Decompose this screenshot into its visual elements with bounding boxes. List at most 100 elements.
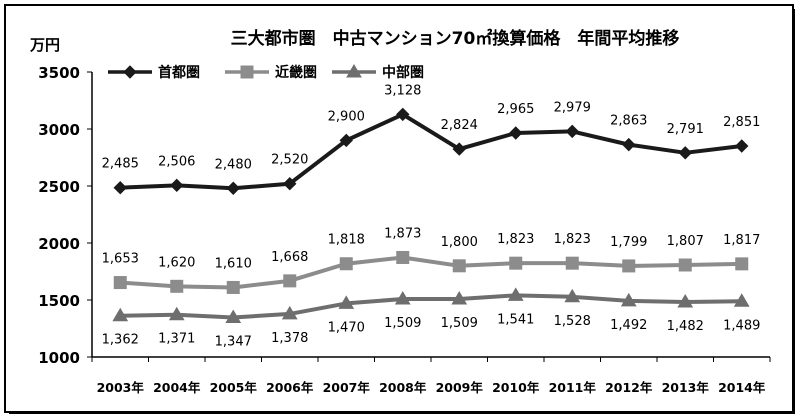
data-label: 2,900 — [328, 109, 365, 124]
y-tick-label: 1000 — [38, 349, 80, 367]
data-point-marker — [733, 293, 750, 307]
data-label: 2,520 — [271, 153, 308, 168]
y-tick-label: 3500 — [38, 64, 80, 82]
legend-item: 中部圏 — [332, 64, 424, 81]
data-label: 1,470 — [328, 320, 365, 335]
data-label: 2,480 — [215, 157, 252, 172]
x-tick-label: 2006年 — [266, 380, 314, 395]
data-label: 1,347 — [215, 334, 252, 349]
data-point-marker — [507, 287, 524, 301]
series-2: 1,362 1,371 1,347 1,378 1,470 1,509 1,509 1,541… — [102, 287, 760, 349]
data-point-marker — [678, 258, 692, 272]
data-point-marker — [396, 107, 410, 122]
data-point-marker — [225, 309, 242, 323]
data-point-marker — [339, 133, 353, 148]
data-label: 1,362 — [102, 333, 139, 348]
series-layer: 2,485 2,506 2,480 2,520 2,900 3,128 2,824 2,965… — [102, 83, 761, 349]
data-point-marker — [564, 288, 581, 303]
data-point-marker — [735, 257, 749, 271]
data-point-marker — [394, 290, 411, 305]
data-point-marker — [677, 294, 694, 308]
y-tick-label: 2000 — [38, 235, 80, 253]
data-point-marker — [226, 280, 240, 294]
data-label: 2,485 — [102, 157, 139, 172]
data-label: 2,863 — [610, 114, 647, 129]
x-tick-label: 2007年 — [323, 380, 371, 395]
data-point-marker — [452, 142, 466, 156]
x-tick-label: 2004年 — [153, 380, 201, 395]
data-label: 1,509 — [384, 316, 421, 331]
data-label: 1,492 — [610, 318, 647, 333]
data-label: 1,799 — [610, 235, 647, 250]
data-label: 1,482 — [667, 319, 704, 334]
data-point-marker — [113, 276, 127, 290]
data-label: 1,541 — [497, 312, 534, 327]
data-label: 1,620 — [158, 255, 195, 270]
data-label: 2,791 — [667, 122, 704, 137]
series-line — [120, 112, 742, 191]
data-point-marker — [283, 274, 297, 288]
data-label: 1,509 — [441, 316, 478, 331]
data-label: 1,823 — [554, 232, 591, 247]
series-line — [120, 293, 742, 320]
data-label: 2,965 — [497, 102, 534, 117]
x-tick-label: 2005年 — [210, 380, 258, 395]
y-tick-label: 1500 — [38, 292, 80, 310]
data-label: 2,506 — [158, 154, 195, 169]
data-label: 1,818 — [328, 233, 365, 248]
data-point-marker — [112, 307, 129, 322]
x-tick-label: 2010年 — [492, 380, 540, 395]
data-point-marker — [281, 305, 298, 320]
data-label: 1,378 — [271, 331, 308, 346]
data-label: 2,851 — [723, 115, 760, 130]
data-point-marker — [168, 306, 185, 321]
chart-title: 三大都市圏 中古マンション70㎡換算価格 年間平均推移 — [231, 28, 680, 49]
data-point-marker — [622, 259, 636, 273]
y-tick-label: 3000 — [38, 121, 80, 139]
data-label: 1,873 — [384, 226, 421, 241]
x-tick-label: 2013年 — [662, 380, 710, 395]
data-point-marker — [509, 126, 523, 140]
data-label: 1,668 — [271, 250, 308, 265]
data-label: 1,528 — [554, 314, 591, 329]
data-point-marker — [678, 146, 692, 160]
data-point-marker — [170, 178, 184, 193]
legend-marker — [346, 64, 362, 78]
data-point-marker — [735, 139, 749, 153]
data-label: 2,824 — [441, 118, 478, 133]
legend-label: 首都圏 — [158, 64, 200, 81]
x-tick-label: 2003年 — [97, 380, 145, 395]
data-point-marker — [338, 295, 355, 309]
data-label: 1,371 — [158, 332, 195, 347]
data-point-marker — [396, 250, 410, 264]
data-label: 2,979 — [554, 100, 591, 115]
data-label: 1,823 — [497, 232, 534, 247]
data-point-marker — [113, 181, 127, 195]
axes: 1000 1500 2000 2500 3000 3500 2003年 2004年 2005年 2… — [38, 64, 771, 395]
x-tick-label: 2008年 — [379, 380, 427, 395]
data-point-marker — [452, 259, 466, 273]
legend-marker — [123, 65, 137, 79]
data-point-marker — [509, 256, 523, 270]
series-1: 1,653 1,620 1,610 1,668 1,818 1,873 1,800 1,823… — [102, 226, 760, 294]
legend: 首都圏 近畿圏 中部圏 — [108, 64, 424, 81]
data-point-marker — [620, 292, 637, 307]
data-point-marker — [451, 290, 468, 305]
data-point-marker — [622, 137, 636, 152]
series-0: 2,485 2,506 2,480 2,520 2,900 3,128 2,824 2,965… — [102, 83, 760, 195]
legend-item: 首都圏 — [108, 64, 200, 81]
data-label: 1,610 — [215, 256, 252, 271]
y-axis-unit-label: 万円 — [29, 36, 60, 54]
data-point-marker — [565, 124, 579, 139]
data-label: 3,128 — [384, 83, 421, 98]
x-tick-label: 2011年 — [549, 380, 597, 395]
data-point-marker — [283, 177, 297, 191]
y-tick-label: 2500 — [38, 178, 80, 196]
legend-item: 近畿圏 — [225, 64, 317, 81]
legend-label: 近畿圏 — [275, 64, 317, 81]
data-label: 1,800 — [441, 235, 478, 250]
x-tick-label: 2009年 — [436, 380, 484, 395]
data-label: 1,817 — [723, 233, 760, 248]
data-point-marker — [226, 181, 240, 195]
